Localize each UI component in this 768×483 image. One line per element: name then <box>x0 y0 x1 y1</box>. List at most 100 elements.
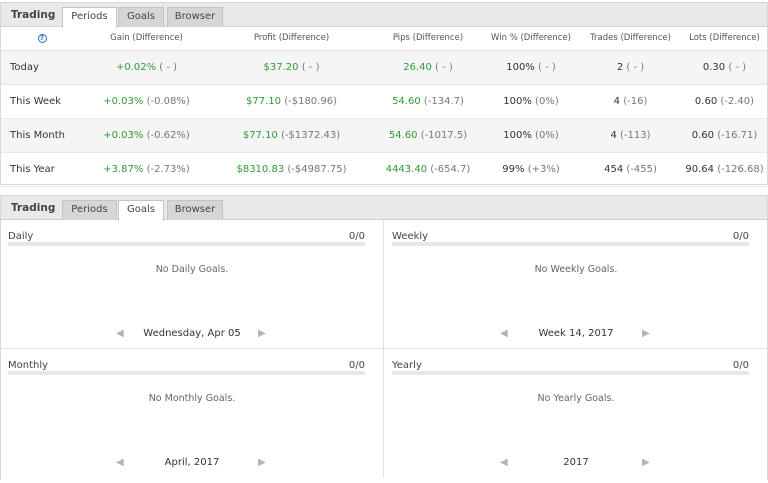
tab-goals[interactable]: Goals <box>118 200 164 221</box>
header-profit: Profit (Difference) <box>210 27 373 51</box>
pips-cell: 54.60 (-134.7) <box>373 84 483 119</box>
pips-cell: 4443.40 (-654.7) <box>373 152 483 187</box>
profit-cell: $77.10 (-$1372.43) <box>210 118 373 153</box>
lots-cell: 0.60 (-16.71) <box>682 118 767 153</box>
tab-browser[interactable]: Browser <box>167 200 223 220</box>
pips-cell: 26.40 ( - ) <box>373 50 483 85</box>
yearly-goals-panel: Yearly 0/0 No Yearly Goals. ◀ 2017 ▶ <box>385 349 767 478</box>
trades-cell: 4 (-16) <box>579 84 682 119</box>
lots-cell: 90.64 (-126.68) <box>682 152 767 187</box>
win-cell: 99% (+3%) <box>483 152 579 187</box>
gain-cell: +0.02% ( - ) <box>83 50 210 85</box>
next-arrow-icon[interactable]: ▶ <box>642 457 650 468</box>
win-value: 99% <box>502 163 525 175</box>
monthly-goals-panel: Monthly 0/0 No Monthly Goals. ◀ April, 2… <box>1 349 384 478</box>
profit-diff: (-$180.96) <box>284 95 337 107</box>
gain-cell: +3.87% (-2.73%) <box>83 152 210 187</box>
gain-value: +0.02% <box>115 61 157 73</box>
trades-value: 2 <box>616 61 624 73</box>
win-diff: (+3%) <box>527 163 560 175</box>
trades-cell: 2 ( - ) <box>579 50 682 85</box>
win-value: 100% <box>503 95 532 107</box>
gain-value: +0.03% <box>103 129 144 141</box>
periods-table: ? Gain (Difference) Profit (Difference) … <box>1 27 767 187</box>
win-diff: (0%) <box>535 95 559 107</box>
empty-message: No Weekly Goals. <box>534 264 618 275</box>
header-trades: Trades (Difference) <box>579 27 682 51</box>
pips-value: 4443.40 <box>385 163 428 175</box>
panel-title: Monthly <box>8 360 49 371</box>
profit-diff: ( - ) <box>301 61 320 73</box>
lots-value: 0.60 <box>691 129 715 141</box>
win-cell: 100% ( - ) <box>483 50 579 85</box>
period-label: This Month <box>1 118 83 153</box>
period-nav-label: Wednesday, Apr 05 <box>143 328 241 339</box>
gain-diff: ( - ) <box>159 61 178 73</box>
lots-diff: ( - ) <box>728 61 747 73</box>
lots-value: 0.60 <box>694 95 718 107</box>
periods-widget: Trading Periods Goals Browser ? Gain (Di… <box>0 2 768 187</box>
period-nav-label: 2017 <box>563 457 589 468</box>
table-row: This Month +0.03% (-0.62%) $77.10 (-$137… <box>1 118 767 153</box>
period-nav-label: Week 14, 2017 <box>538 328 614 339</box>
profit-value: $77.10 <box>242 129 278 141</box>
header-gain: Gain (Difference) <box>83 27 210 51</box>
tab-periods[interactable]: Periods <box>62 200 117 220</box>
prev-arrow-icon[interactable]: ◀ <box>116 457 124 468</box>
profit-diff: (-$4987.75) <box>287 163 347 175</box>
period-label: This Year <box>1 152 83 187</box>
goals-grid: Daily 0/0 No Daily Goals. ◀ Wednesday, A… <box>1 220 767 480</box>
table-row: This Year +3.87% (-2.73%) $8310.83 (-$49… <box>1 152 767 187</box>
panel-title: Weekly <box>392 231 429 242</box>
pips-diff: (-654.7) <box>430 163 471 175</box>
prev-arrow-icon[interactable]: ◀ <box>500 328 508 339</box>
gain-value: +3.87% <box>103 163 144 175</box>
lots-value: 0.30 <box>702 61 726 73</box>
lots-value: 90.64 <box>685 163 715 175</box>
lots-diff: (-16.71) <box>717 129 758 141</box>
next-arrow-icon[interactable]: ▶ <box>258 457 266 468</box>
goals-widget-tabbar: Trading Periods Goals Browser <box>1 196 767 221</box>
empty-message: No Monthly Goals. <box>148 393 236 404</box>
prev-arrow-icon[interactable]: ◀ <box>500 457 508 468</box>
profit-value: $37.20 <box>263 61 299 73</box>
trades-value: 454 <box>604 163 624 175</box>
period-label: This Week <box>1 84 83 119</box>
goal-progress-bar <box>8 242 365 246</box>
weekly-goals-panel: Weekly 0/0 No Weekly Goals. ◀ Week 14, 2… <box>385 220 767 349</box>
table-header-row: ? Gain (Difference) Profit (Difference) … <box>1 27 767 51</box>
tab-goals[interactable]: Goals <box>118 7 164 27</box>
pips-diff: (-1017.5) <box>420 129 468 141</box>
trades-diff: (-113) <box>620 129 651 141</box>
win-value: 100% <box>506 61 535 73</box>
pips-diff: ( - ) <box>435 61 453 73</box>
pips-value: 54.60 <box>388 129 418 141</box>
help-icon[interactable]: ? <box>37 34 47 44</box>
profit-cell: $77.10 (-$180.96) <box>210 84 373 119</box>
win-value: 100% <box>503 129 532 141</box>
daily-goals-panel: Daily 0/0 No Daily Goals. ◀ Wednesday, A… <box>1 220 384 349</box>
goal-count: 0/0 <box>732 360 749 371</box>
next-arrow-icon[interactable]: ▶ <box>642 328 650 339</box>
gain-cell: +0.03% (-0.08%) <box>83 84 210 119</box>
profit-value: $77.10 <box>246 95 282 107</box>
goal-count: 0/0 <box>348 231 365 242</box>
widget-title: Trading <box>11 9 56 21</box>
period-label: Today <box>1 50 83 85</box>
header-help[interactable]: ? <box>1 27 83 51</box>
lots-diff: (-126.68) <box>717 163 764 175</box>
profit-cell: $37.20 ( - ) <box>210 50 373 85</box>
next-arrow-icon[interactable]: ▶ <box>258 328 266 339</box>
gain-value: +0.03% <box>103 95 144 107</box>
prev-arrow-icon[interactable]: ◀ <box>116 328 124 339</box>
period-nav-label: April, 2017 <box>164 457 220 468</box>
tab-browser[interactable]: Browser <box>167 7 223 27</box>
profit-value: $8310.83 <box>236 163 285 175</box>
panel-title: Yearly <box>392 360 422 371</box>
goal-progress-bar <box>392 242 749 246</box>
profit-diff: (-$1372.43) <box>281 129 341 141</box>
tab-periods[interactable]: Periods <box>62 7 117 28</box>
profit-cell: $8310.83 (-$4987.75) <box>210 152 373 187</box>
empty-message: No Yearly Goals. <box>537 393 615 404</box>
trades-diff: (-455) <box>626 163 657 175</box>
